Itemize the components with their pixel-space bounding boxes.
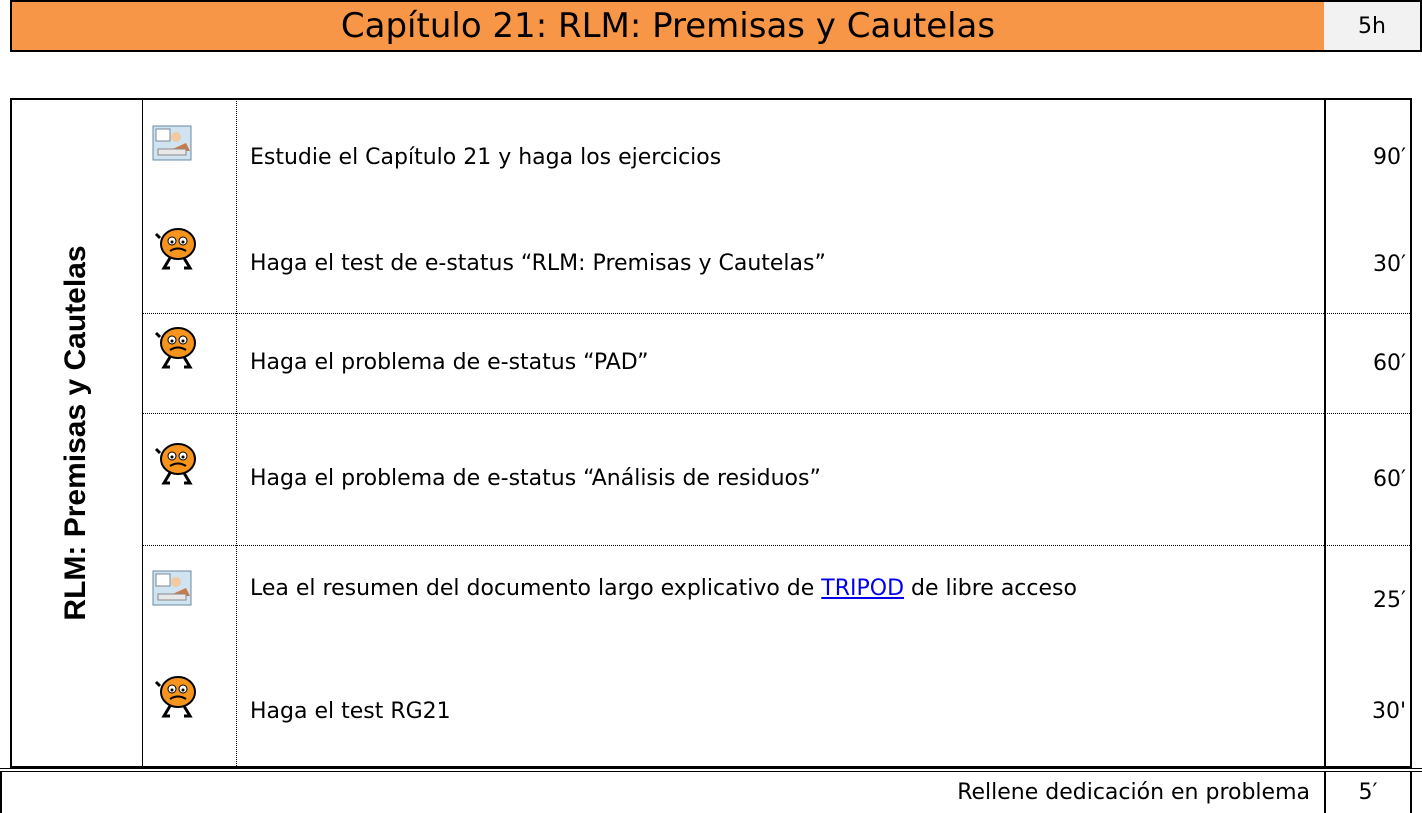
- task-text-part: de libre acceso: [904, 576, 1077, 601]
- divider: [1324, 98, 1326, 768]
- footer-time: 5′: [1324, 772, 1412, 813]
- test-icon: [152, 672, 200, 724]
- footer-text: Rellene dedicación en problema: [0, 772, 1324, 813]
- body-frame: [10, 98, 1412, 768]
- task-time: 30′: [1373, 251, 1406, 277]
- task-time: 25′: [1373, 587, 1406, 613]
- footer-line: [0, 768, 1422, 772]
- task-text: Haga el problema de e-status “PAD”: [250, 313, 1310, 413]
- divider: [142, 98, 143, 768]
- task-time: 60′: [1373, 350, 1406, 376]
- task-text: Haga el problema de e-status “Análisis d…: [250, 413, 1310, 545]
- icon-graphic: [152, 570, 192, 606]
- task-line: Haga el problema de e-status “Análisis d…: [250, 466, 821, 491]
- task-time: 30': [1371, 699, 1406, 724]
- task-line: Haga el test de e-status “RLM: Premisas …: [250, 251, 826, 276]
- task-line: Haga el problema de e-status “PAD”: [250, 350, 649, 375]
- test-icon: [152, 323, 200, 375]
- divider: [236, 98, 237, 768]
- icon-graphic: [152, 125, 192, 161]
- header-time: 5h: [1324, 0, 1422, 52]
- task-line: Estudie el Capítulo 21 y haga los ejerci…: [250, 144, 722, 170]
- icon-graphic: [154, 228, 196, 270]
- task-time: 60′: [1373, 466, 1406, 492]
- task-text: Haga el test RG21: [250, 655, 1310, 768]
- icon-graphic: [154, 675, 196, 717]
- task-line: Lea el resumen del documento largo expli…: [250, 572, 1077, 606]
- row-line: [142, 413, 1412, 414]
- test-icon: [152, 439, 200, 491]
- header-title: Capítulo 21: RLM: Premisas y Cautelas: [10, 0, 1326, 52]
- link[interactable]: TRIPOD: [821, 576, 905, 601]
- study-icon: [152, 125, 192, 165]
- task-time: 90′: [1373, 145, 1406, 170]
- row-line: [142, 545, 1412, 546]
- row-line: [142, 313, 1412, 314]
- study-icon: [152, 570, 192, 610]
- icon-graphic: [154, 443, 196, 485]
- test-icon: [152, 224, 200, 276]
- task-text: Lea el resumen del documento largo expli…: [250, 545, 1310, 655]
- task-text: Estudie el Capítulo 21 y haga los ejerci…: [250, 100, 1310, 215]
- icon-graphic: [154, 327, 196, 369]
- task-text-part: Lea el resumen del documento largo expli…: [250, 576, 822, 601]
- task-text: Haga el test de e-status “RLM: Premisas …: [250, 215, 1310, 313]
- task-line: Haga el test RG21: [250, 698, 451, 724]
- section-label: RLM: Premisas y Cautelas: [59, 245, 92, 621]
